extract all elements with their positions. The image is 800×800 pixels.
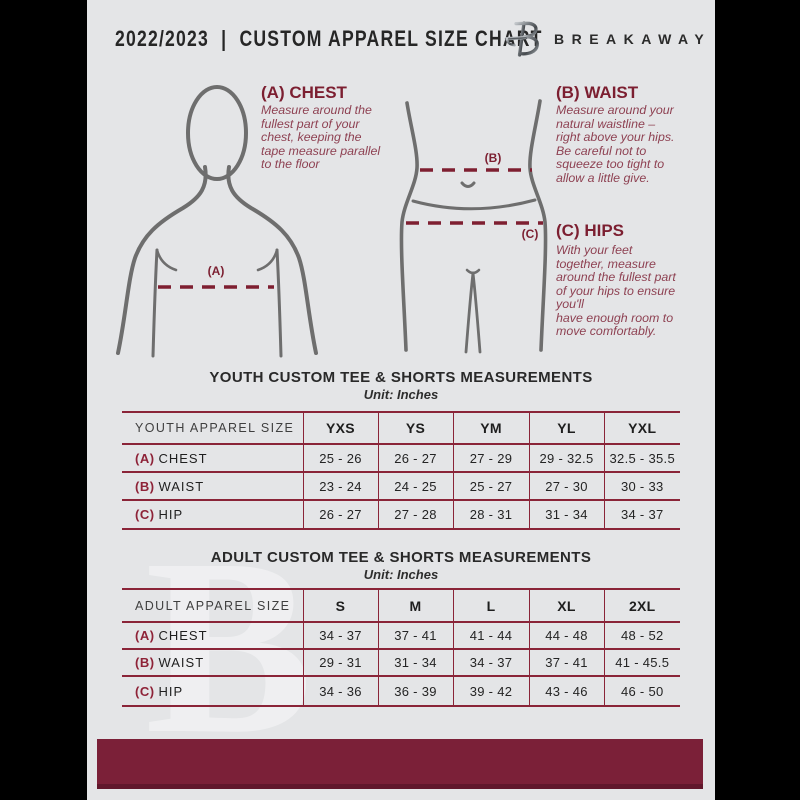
page-title: 2022/2023 | CUSTOM APPAREL SIZE CHART	[115, 26, 543, 51]
table-row: (C) HIP 34 - 36 36 - 39 39 - 42 43 - 46 …	[122, 676, 680, 706]
cell: 27 - 28	[377, 500, 453, 529]
cell: 37 - 41	[377, 622, 453, 649]
watermark-letter: B	[145, 506, 314, 786]
cell: 26 - 27	[377, 444, 453, 472]
table-header-row: YOUTH APPAREL SIZE YXS YS YM YL YXL	[122, 412, 680, 444]
cell: 32.5 - 35.5	[603, 444, 680, 472]
size-header: YXL	[603, 412, 680, 444]
cell: 31 - 34	[528, 500, 604, 529]
row-label: (A) CHEST	[135, 450, 208, 466]
brand-name: BREAKAWAY	[554, 31, 712, 47]
cell: 24 - 25	[377, 472, 453, 500]
size-header: YL	[528, 412, 604, 444]
row-key: (C)	[135, 683, 155, 699]
row-key: (A)	[135, 628, 155, 643]
youth-section-unit: Unit: Inches	[363, 387, 439, 402]
cell: 34 - 36	[302, 676, 378, 706]
adult-label-header: ADULT APPAREL SIZE	[135, 598, 291, 613]
cell: 27 - 30	[528, 472, 604, 500]
adult-size-table: ADULT APPAREL SIZE S M L XL 2XL (A) CHES…	[122, 588, 680, 707]
cell: 29 - 31	[302, 649, 378, 676]
table-row: (B) WAIST 23 - 24 24 - 25 25 - 27 27 - 3…	[122, 472, 680, 500]
cell: 48 - 52	[603, 622, 680, 649]
lower-body-figure	[399, 99, 548, 354]
youth-size-table: YOUTH APPAREL SIZE YXS YS YM YL YXL (A) …	[122, 411, 680, 530]
footer-maroon-bar	[97, 739, 703, 789]
table-row: (A) CHEST 34 - 37 37 - 41 41 - 44 44 - 4…	[122, 622, 680, 649]
chest-heading: (A) CHEST	[261, 83, 347, 102]
size-header: YXS	[302, 412, 378, 444]
cell: 34 - 37	[603, 500, 680, 529]
table-header-row: ADULT APPAREL SIZE S M L XL 2XL	[122, 589, 680, 622]
chest-description: Measure around the fullest part of your …	[261, 103, 381, 171]
row-key: (A)	[135, 450, 155, 466]
cell: 25 - 27	[452, 472, 529, 500]
size-header: YS	[377, 412, 453, 444]
hips-marker-label: (C)	[521, 227, 539, 241]
youth-label-header: YOUTH APPAREL SIZE	[135, 421, 295, 435]
cell: 31 - 34	[377, 649, 453, 676]
cell: 37 - 41	[528, 649, 604, 676]
table-row: (A) CHEST 25 - 26 26 - 27 27 - 29 29 - 3…	[122, 444, 680, 472]
row-key: (C)	[135, 507, 155, 522]
cell: 34 - 37	[452, 649, 529, 676]
adult-section-unit: Unit: Inches	[363, 567, 439, 582]
cell: 27 - 29	[452, 444, 529, 472]
cell: 34 - 37	[302, 622, 378, 649]
cell: 26 - 27	[302, 500, 378, 529]
cell: 41 - 44	[452, 622, 529, 649]
cell: 41 - 45.5	[603, 649, 680, 676]
table-row: (C) HIP 26 - 27 27 - 28 28 - 31 31 - 34 …	[122, 500, 680, 529]
size-header: M	[377, 589, 453, 622]
size-header: YM	[452, 412, 529, 444]
chest-marker-label: (A)	[207, 264, 225, 278]
cell: 39 - 42	[452, 676, 529, 706]
cell: 43 - 46	[528, 676, 604, 706]
size-header: XL	[528, 589, 604, 622]
cell: 29 - 32.5	[528, 444, 604, 472]
adult-section-title: ADULT CUSTOM TEE & SHORTS MEASUREMENTS	[210, 549, 592, 566]
cell: 25 - 26	[302, 444, 378, 472]
cell: 44 - 48	[528, 622, 604, 649]
waist-marker-label: (B)	[484, 151, 502, 165]
waist-description: Measure around your natural waistline – …	[556, 103, 675, 185]
row-label: (C) HIP	[135, 507, 184, 522]
cell: 30 - 33	[603, 472, 680, 500]
waist-heading: (B) WAIST	[556, 83, 639, 102]
row-label: (A) CHEST	[135, 628, 208, 643]
paper-background: B 2022/2023 | CUSTOM APPAREL SIZE CHART …	[87, 0, 715, 800]
measurement-dashed-lines	[158, 168, 543, 289]
row-label: (B) WAIST	[135, 655, 205, 670]
size-header: 2XL	[603, 589, 680, 622]
size-header: S	[302, 589, 378, 622]
upper-body-figure	[116, 85, 318, 358]
row-label: (B) WAIST	[135, 478, 205, 494]
row-key: (B)	[135, 478, 155, 494]
hips-description: With your feet together, measure around …	[556, 243, 676, 338]
body-measurement-illustration	[116, 85, 548, 358]
row-label: (C) HIP	[135, 683, 184, 699]
table-row: (B) WAIST 29 - 31 31 - 34 34 - 37 37 - 4…	[122, 649, 680, 676]
cell: 28 - 31	[452, 500, 529, 529]
cell: 46 - 50	[603, 676, 680, 706]
size-header: L	[452, 589, 529, 622]
row-key: (B)	[135, 655, 155, 670]
cell: 23 - 24	[302, 472, 378, 500]
breakaway-logo-icon	[504, 21, 539, 57]
cell: 36 - 39	[377, 676, 453, 706]
youth-section-title: YOUTH CUSTOM TEE & SHORTS MEASUREMENTS	[209, 369, 593, 386]
hips-heading: (C) HIPS	[556, 221, 624, 240]
